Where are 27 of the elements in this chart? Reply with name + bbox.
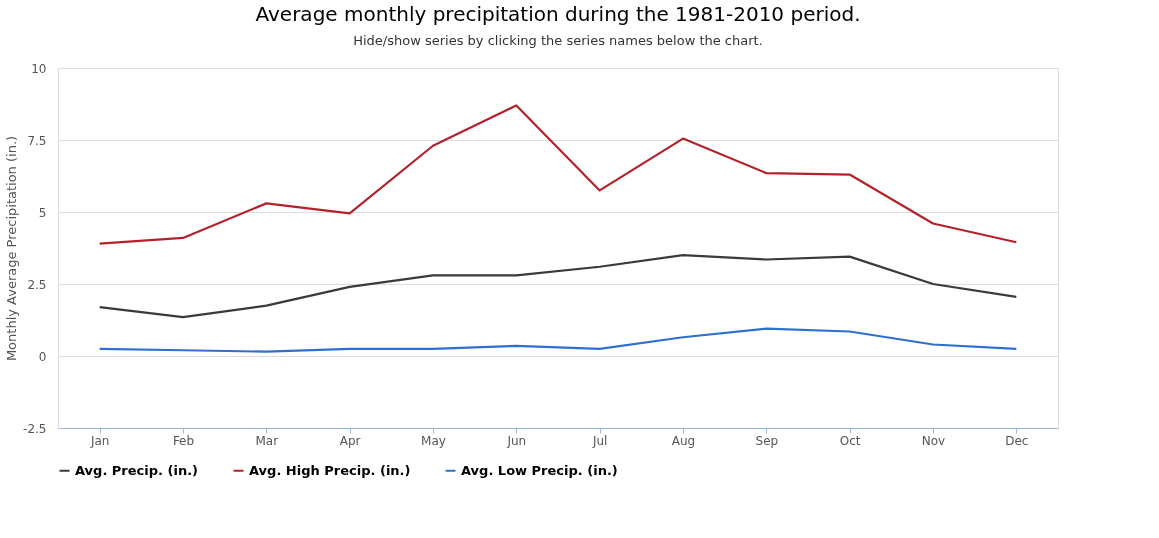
line-series	[98, 104, 1018, 245]
y-tick-label: 5	[38, 205, 47, 220]
x-tick-label: Jul	[591, 433, 608, 448]
y-tick-label: -2.5	[23, 421, 47, 436]
x-tick-label: Oct	[839, 433, 861, 448]
y-tick-label: 7.5	[27, 133, 47, 148]
chart-title: Average monthly precipitation during the 1981-2010 period.	[255, 2, 861, 26]
legend-label: Avg. Low Precip. (in.)	[461, 462, 618, 478]
x-tick-label: Dec	[1005, 433, 1029, 448]
line-series	[98, 327, 1018, 353]
legend-label: Avg. High Precip. (in.)	[249, 462, 411, 478]
x-tick-label: Aug	[671, 433, 696, 448]
x-tick-label: Nov	[921, 433, 946, 448]
x-tick-label: Apr	[339, 433, 361, 448]
line-series	[98, 254, 1018, 319]
x-tick-label: Jan	[89, 433, 110, 448]
x-tick-label: May	[421, 433, 446, 448]
x-tick-label: Jun	[506, 433, 527, 448]
x-tick-label: Sep	[755, 433, 779, 448]
x-tick-label: Feb	[172, 433, 195, 448]
y-axis-title: Monthly Average Precipitation (in.)	[4, 135, 20, 362]
legend-label: Avg. Precip. (in.)	[75, 462, 199, 478]
y-tick-label: 10	[31, 61, 47, 76]
x-tick-label: Mar	[255, 433, 279, 448]
y-tick-label: 0	[38, 349, 47, 364]
y-tick-label: 2.5	[27, 277, 47, 292]
chart-subtitle: Hide/show series by clicking the series names below the chart.	[353, 33, 763, 48]
